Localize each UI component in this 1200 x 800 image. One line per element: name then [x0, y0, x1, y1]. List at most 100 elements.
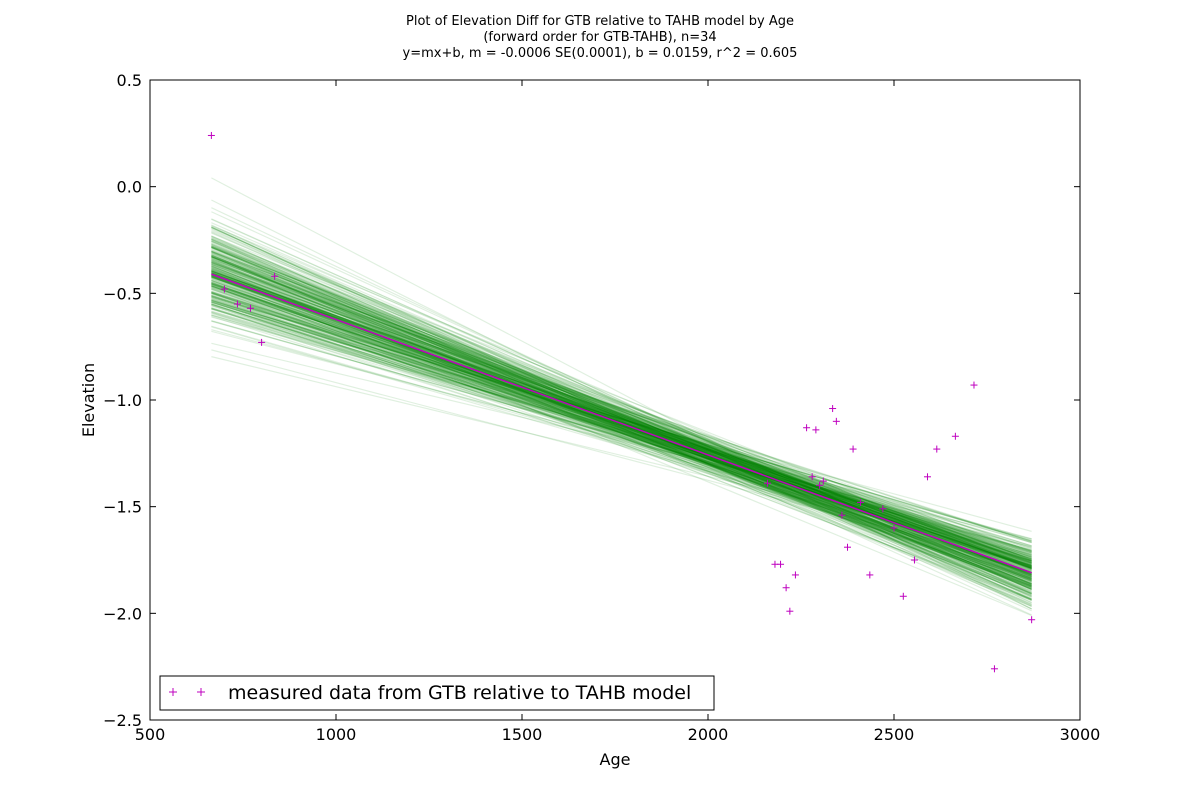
bootstrap-fit-line [211, 290, 1032, 553]
bootstrap-fit-line [211, 250, 1032, 577]
bootstrap-fit-line [211, 294, 1032, 554]
bootstrap-fit-line [211, 257, 1032, 576]
data-point [832, 417, 840, 425]
bootstrap-fit-line [211, 267, 1032, 564]
bootstrap-fit-line [211, 285, 1032, 602]
data-point [879, 505, 887, 513]
bootstrap-fit-line [211, 230, 1032, 585]
bootstrap-fit-line [211, 218, 1032, 586]
bootstrap-fit-line [211, 240, 1032, 598]
bootstrap-fit-line [211, 261, 1032, 568]
data-point [246, 304, 254, 312]
bootstrap-fit-line [211, 300, 1032, 540]
bootstrap-fit-line [211, 224, 1032, 601]
bootstrap-fit-line [211, 243, 1032, 593]
x-axis-label: Age [600, 750, 631, 769]
bootstrap-fit-line [211, 240, 1032, 587]
data-point [220, 285, 228, 293]
bootstrap-fit-line [211, 268, 1032, 576]
bootstrap-fit-line [211, 240, 1032, 566]
bootstrap-fit-line [211, 251, 1032, 556]
legend-marker-plus [169, 688, 177, 696]
bootstrap-fit-line [211, 245, 1032, 575]
bootstrap-fit-line [211, 288, 1032, 578]
bootstrap-fit-line [211, 292, 1032, 553]
data-point [910, 556, 918, 564]
legend: measured data from GTB relative to TAHB … [159, 675, 715, 711]
bootstrap-fit-line [211, 245, 1032, 600]
bootstrap-fit-line [211, 245, 1032, 569]
bootstrap-fit-line [211, 263, 1032, 568]
legend-marker-plus [197, 688, 205, 696]
bootstrap-fit-line [211, 294, 1032, 585]
bootstrap-fit-line [211, 227, 1032, 595]
bootstrap-fit-line [211, 276, 1032, 588]
bootstrap-fit-line [211, 255, 1032, 589]
data-point [849, 445, 857, 453]
bootstrap-fit-line [211, 315, 1032, 574]
data-point [990, 665, 998, 673]
data-point [933, 445, 941, 453]
bootstrap-fit-line [211, 275, 1032, 582]
bootstrap-fit-line [211, 287, 1032, 601]
bootstrap-fit-line [211, 226, 1032, 610]
regression-fit-line [211, 273, 1032, 574]
bootstrap-fit-line [211, 288, 1032, 566]
bootstrap-fit-line [211, 250, 1032, 573]
bootstrap-fit-line [211, 238, 1032, 594]
bootstrap-fit-line [211, 299, 1032, 557]
bootstrap-fit-line [211, 342, 1032, 540]
bootstrap-fit-line [211, 295, 1032, 542]
bootstrap-fit-line [211, 258, 1032, 568]
bootstrap-fit-line [211, 238, 1032, 574]
bootstrap-fit-line [211, 264, 1032, 567]
bootstrap-fit-line [211, 244, 1032, 600]
bootstrap-fit-line [211, 269, 1032, 580]
bootstrap-fit-line [211, 294, 1032, 562]
bootstrap-fit-line [211, 237, 1032, 567]
bootstrap-fit-line [211, 285, 1032, 560]
bootstrap-fit-line [211, 275, 1032, 570]
bootstrap-fit-line [211, 256, 1032, 570]
bootstrap-fit-line [211, 235, 1032, 598]
bootstrap-fit-line [211, 269, 1032, 569]
x-tick-label: 1500 [502, 725, 543, 744]
bootstrap-fit-line [211, 319, 1032, 554]
bootstrap-fit-line [211, 305, 1032, 560]
bootstrap-fit-line [211, 307, 1032, 559]
bootstrap-fit-line [211, 282, 1032, 568]
x-tick-label: 3000 [1060, 725, 1101, 744]
bootstrap-fit-line [211, 222, 1032, 582]
bootstrap-fit-line [211, 272, 1032, 544]
bootstrap-fit-line [211, 255, 1032, 564]
bootstrap-fit-line [211, 330, 1032, 548]
bootstrap-fit-line [211, 292, 1032, 579]
bootstrap-fit-line [211, 236, 1032, 590]
bootstrap-fit-line [211, 310, 1032, 550]
data-point [970, 381, 978, 389]
y-tick-label: −1.0 [103, 391, 142, 410]
data-point [777, 560, 785, 568]
bootstrap-fit-line [211, 270, 1032, 564]
bootstrap-fit-line [211, 226, 1032, 604]
bootstrap-fit-line [211, 314, 1032, 552]
bootstrap-fit-line [211, 311, 1032, 553]
data-point [271, 272, 279, 280]
bootstrap-fit-line [211, 274, 1032, 580]
data-point [808, 473, 816, 481]
bootstrap-fit-line [211, 250, 1032, 567]
bootstrap-fit-line [211, 283, 1032, 561]
bootstrap-fit-line [211, 270, 1032, 570]
bootstrap-fit-line [211, 274, 1032, 591]
bootstrap-fit-line [211, 292, 1032, 568]
bootstrap-fit-line [211, 307, 1032, 532]
bootstrap-fit-line [211, 300, 1032, 583]
bootstrap-fit-line [211, 274, 1032, 582]
bootstrap-fit-line [211, 254, 1032, 608]
bootstrap-fit-line [211, 284, 1032, 584]
bootstrap-fit-line [211, 329, 1032, 551]
data-point [844, 543, 851, 551]
bootstrap-fit-line [211, 278, 1032, 586]
bootstrap-fit-line [211, 256, 1032, 586]
